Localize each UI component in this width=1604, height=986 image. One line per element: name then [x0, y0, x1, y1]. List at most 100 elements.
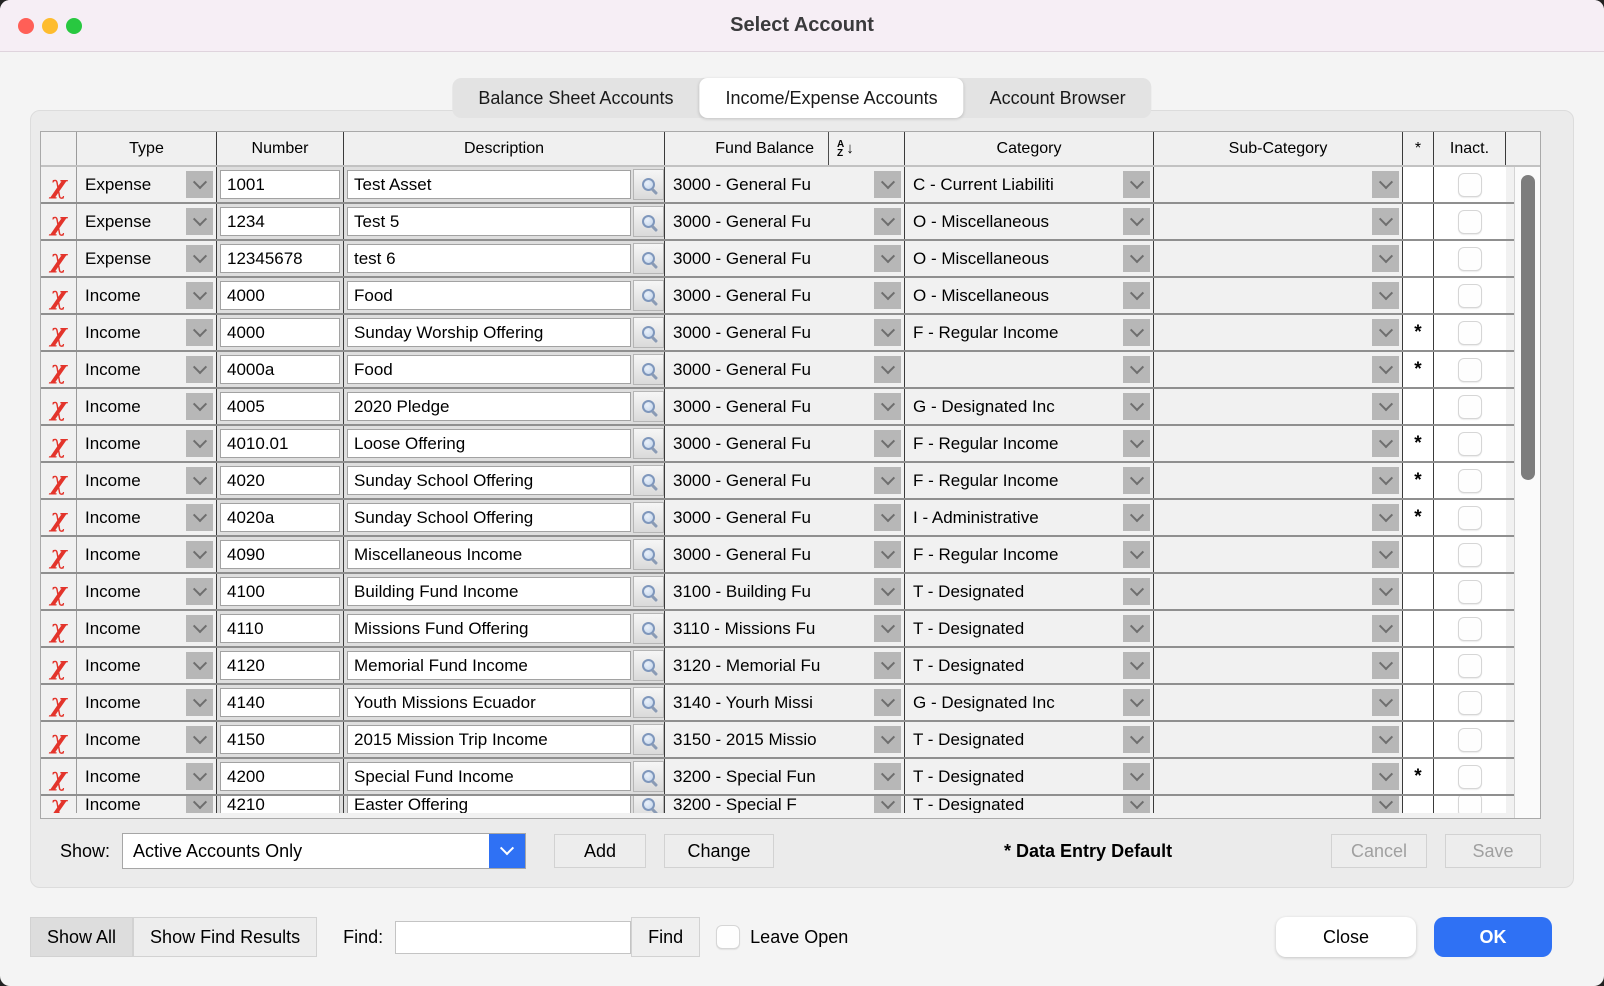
inactive-checkbox[interactable]	[1458, 727, 1482, 752]
lookup-button[interactable]	[633, 317, 664, 348]
delete-row-button[interactable]: χ	[41, 537, 77, 572]
chevron-down-icon[interactable]	[1372, 467, 1399, 494]
chevron-down-icon[interactable]	[1123, 208, 1150, 235]
find-button[interactable]: Find	[631, 917, 701, 957]
number-field[interactable]: 4000	[220, 281, 340, 310]
delete-row-button[interactable]: χ	[41, 685, 77, 720]
header-number[interactable]: Number	[217, 132, 344, 165]
category-dropdown[interactable]: G - Designated Inc	[905, 389, 1154, 424]
category-dropdown[interactable]: T - Designated	[905, 574, 1154, 609]
chevron-down-icon[interactable]	[1372, 652, 1399, 679]
type-dropdown[interactable]: Income	[77, 352, 217, 387]
delete-row-button[interactable]: χ	[41, 389, 77, 424]
chevron-down-icon[interactable]	[1123, 541, 1150, 568]
description-field[interactable]: Food	[347, 355, 631, 384]
description-field[interactable]: Miscellaneous Income	[347, 540, 631, 569]
category-dropdown[interactable]: F - Regular Income	[905, 426, 1154, 461]
description-field[interactable]: Youth Missions Ecuador	[347, 688, 631, 717]
description-field[interactable]: Food	[347, 281, 631, 310]
zoom-window-icon[interactable]	[66, 18, 82, 34]
sub-category-dropdown[interactable]	[1154, 241, 1403, 276]
description-field[interactable]: Building Fund Income	[347, 577, 631, 606]
chevron-down-icon[interactable]	[1123, 504, 1150, 531]
delete-row-button[interactable]: χ	[41, 648, 77, 683]
type-dropdown[interactable]: Expense	[77, 167, 217, 202]
fund-balance-dropdown[interactable]: 3200 - Special Fun	[665, 759, 905, 794]
chevron-down-icon[interactable]	[874, 430, 901, 457]
change-button[interactable]: Change	[664, 834, 775, 868]
chevron-down-icon[interactable]	[1123, 245, 1150, 272]
chevron-down-icon[interactable]	[874, 356, 901, 383]
chevron-down-icon[interactable]	[874, 652, 901, 679]
description-field[interactable]: 2020 Pledge	[347, 392, 631, 421]
number-field[interactable]: 4150	[220, 725, 340, 754]
chevron-down-icon[interactable]	[1123, 578, 1150, 605]
minimize-window-icon[interactable]	[42, 18, 58, 34]
number-field[interactable]: 4100	[220, 577, 340, 606]
delete-row-button[interactable]: χ	[41, 759, 77, 794]
type-dropdown[interactable]: Income	[77, 759, 217, 794]
chevron-down-icon[interactable]	[1123, 171, 1150, 198]
type-dropdown[interactable]: Income	[77, 648, 217, 683]
type-dropdown[interactable]: Income	[77, 389, 217, 424]
description-field[interactable]: Sunday School Offering	[347, 466, 631, 495]
chevron-down-icon[interactable]	[874, 393, 901, 420]
lookup-button[interactable]	[633, 687, 664, 718]
number-field[interactable]: 4210	[220, 796, 340, 813]
sub-category-dropdown[interactable]	[1154, 722, 1403, 757]
chevron-down-icon[interactable]	[186, 615, 213, 642]
inactive-checkbox[interactable]	[1458, 283, 1482, 308]
sub-category-dropdown[interactable]	[1154, 352, 1403, 387]
delete-row-button[interactable]: χ	[41, 352, 77, 387]
chevron-down-icon[interactable]	[1372, 393, 1399, 420]
sub-category-dropdown[interactable]	[1154, 204, 1403, 239]
type-dropdown[interactable]: Income	[77, 796, 217, 813]
delete-row-button[interactable]: χ	[41, 426, 77, 461]
description-field[interactable]: Sunday School Offering	[347, 503, 631, 532]
category-dropdown[interactable]: T - Designated	[905, 648, 1154, 683]
chevron-down-icon[interactable]	[186, 726, 213, 753]
inactive-checkbox[interactable]	[1458, 209, 1482, 234]
category-dropdown[interactable]	[905, 352, 1154, 387]
lookup-button[interactable]	[633, 539, 664, 570]
sub-category-dropdown[interactable]	[1154, 167, 1403, 202]
lookup-button[interactable]	[633, 465, 664, 496]
sort-ascending-icon[interactable]: A Z ↓	[828, 132, 854, 165]
sub-category-dropdown[interactable]	[1154, 426, 1403, 461]
chevron-down-icon[interactable]	[186, 208, 213, 235]
chevron-down-icon[interactable]	[874, 467, 901, 494]
chevron-down-icon[interactable]	[1123, 796, 1150, 813]
sub-category-dropdown[interactable]	[1154, 278, 1403, 313]
fund-balance-dropdown[interactable]: 3000 - General Fu	[665, 241, 905, 276]
description-field[interactable]: Easter Offering	[347, 796, 631, 813]
category-dropdown[interactable]: T - Designated	[905, 611, 1154, 646]
category-dropdown[interactable]: G - Designated Inc	[905, 685, 1154, 720]
type-dropdown[interactable]: Expense	[77, 241, 217, 276]
lookup-button[interactable]	[633, 724, 664, 755]
chevron-down-icon[interactable]	[186, 689, 213, 716]
number-field[interactable]: 4020a	[220, 503, 340, 532]
inactive-checkbox[interactable]	[1458, 579, 1482, 604]
chevron-down-icon[interactable]	[874, 319, 901, 346]
chevron-down-icon[interactable]	[874, 615, 901, 642]
chevron-down-icon[interactable]	[186, 652, 213, 679]
category-dropdown[interactable]: T - Designated	[905, 722, 1154, 757]
chevron-down-icon[interactable]	[874, 245, 901, 272]
number-field[interactable]: 4200	[220, 762, 340, 791]
category-dropdown[interactable]: C - Current Liabiliti	[905, 167, 1154, 202]
number-field[interactable]: 4110	[220, 614, 340, 643]
chevron-down-icon[interactable]	[1372, 689, 1399, 716]
chevron-down-icon[interactable]	[874, 282, 901, 309]
sub-category-dropdown[interactable]	[1154, 611, 1403, 646]
chevron-down-icon[interactable]	[1372, 504, 1399, 531]
category-dropdown[interactable]: O - Miscellaneous	[905, 204, 1154, 239]
chevron-down-icon[interactable]	[186, 245, 213, 272]
chevron-down-icon[interactable]	[1372, 171, 1399, 198]
chevron-down-icon[interactable]	[874, 689, 901, 716]
find-input[interactable]	[395, 920, 632, 954]
inactive-checkbox[interactable]	[1458, 431, 1482, 456]
number-field[interactable]: 4010.01	[220, 429, 340, 458]
description-field[interactable]: Sunday Worship Offering	[347, 318, 631, 347]
type-dropdown[interactable]: Income	[77, 611, 217, 646]
description-field[interactable]: Memorial Fund Income	[347, 651, 631, 680]
